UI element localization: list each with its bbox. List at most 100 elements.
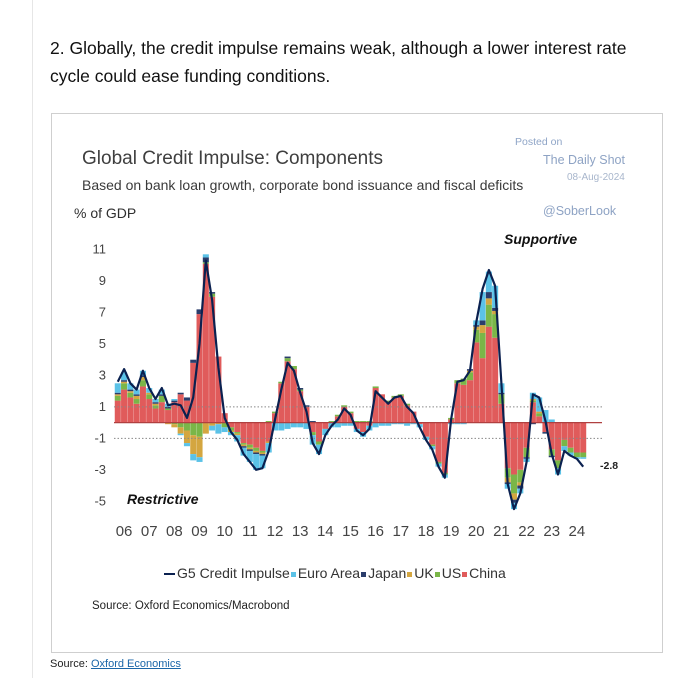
bar-japan [196, 309, 203, 315]
bar-japan [114, 392, 121, 395]
bar-china [492, 337, 499, 423]
bar-japan [152, 402, 159, 404]
legend-item-japan: Japan [360, 565, 406, 581]
legend-label-china: China [469, 565, 506, 581]
bar-china [253, 422, 260, 448]
bar-euro-area [221, 427, 228, 433]
bar-euro-area [253, 454, 260, 470]
bar-china [284, 361, 291, 423]
post-heading: 2. Globally, the credit impulse remains … [50, 38, 627, 86]
bar-japan [253, 452, 260, 455]
bar-japan [121, 380, 128, 382]
bar-euro-area [460, 422, 467, 425]
chart-legend: G5 Credit Impulse Euro Area Japan UK US China [164, 565, 506, 581]
bar-us [466, 372, 474, 381]
bar-china [573, 422, 580, 453]
bar-us [171, 422, 178, 425]
bar-euro-area [385, 422, 392, 426]
legend-swatch-japan [361, 571, 367, 577]
bar-us [353, 421, 360, 423]
chart-subtitle: Based on bank loan growth, corporate bon… [82, 177, 524, 193]
bar-japan [309, 421, 316, 423]
bar-china [454, 383, 461, 423]
page-left-rule [32, 0, 33, 678]
chart-title: Global Credit Impulse: Components [82, 148, 383, 169]
y-tick-label: 7 [99, 305, 106, 320]
bar-uk [152, 403, 159, 406]
bar-china [391, 397, 398, 423]
bar-japan [139, 375, 146, 378]
y-tick-label: 11 [93, 242, 107, 257]
bar-uk [165, 422, 172, 425]
bar-euro-area [567, 452, 574, 456]
bar-china [416, 422, 423, 425]
bar-japan [209, 292, 216, 294]
oxford-economics-link[interactable]: Oxford Economics [90, 658, 181, 670]
bar-china [196, 314, 203, 423]
x-tick-label: 21 [493, 523, 510, 540]
x-tick-label: 17 [392, 523, 409, 540]
x-tick-label: 13 [292, 523, 309, 540]
bar-japan [190, 359, 197, 363]
bar-euro-area [404, 422, 411, 426]
bar-us [265, 421, 272, 423]
bar-euro-area [485, 271, 492, 293]
bar-china [278, 383, 285, 423]
bar-us [158, 395, 165, 403]
bar-us [328, 421, 335, 423]
bar-japan [517, 485, 524, 489]
bar-us [573, 452, 580, 458]
bar-euro-area [542, 410, 549, 423]
bar-us [146, 394, 153, 400]
bar-china [234, 422, 241, 433]
bar-us [284, 358, 291, 362]
bar-us [234, 432, 241, 434]
bar-us [479, 332, 486, 359]
bar-us [485, 304, 492, 327]
bar-us [492, 314, 499, 338]
legend-item-uk: UK [406, 565, 434, 581]
bar-us [278, 381, 285, 384]
bar-china [529, 402, 536, 423]
bar-euro-area [397, 422, 404, 425]
bar-euro-area [284, 422, 291, 429]
bar-us [366, 421, 373, 423]
bar-euro-area [177, 433, 184, 436]
bar-us [510, 474, 518, 494]
bar-uk [171, 424, 178, 428]
legend-item-euro-area: Euro Area [290, 565, 360, 581]
bar-euro-area [290, 422, 297, 428]
bar-euro-area [215, 424, 222, 434]
bar-japan [259, 454, 266, 456]
x-tick-label: 16 [367, 523, 384, 540]
bar-us [127, 392, 134, 398]
y-tick-label: 5 [99, 336, 106, 351]
bar-euro-area [121, 372, 128, 381]
bar-uk [190, 435, 197, 455]
bar-uk [114, 394, 121, 396]
bar-china [561, 422, 568, 440]
legend-label-uk: UK [414, 565, 434, 581]
bar-china [152, 408, 159, 423]
bar-china [466, 380, 474, 423]
bar-uk [492, 310, 499, 315]
bar-euro-area [190, 454, 197, 461]
bar-us [152, 405, 159, 409]
x-tick-label: 20 [468, 523, 485, 540]
bar-euro-area [127, 383, 134, 390]
legend-swatch-uk [407, 571, 413, 577]
bar-us [114, 395, 121, 401]
x-tick-label: 08 [166, 523, 183, 540]
bar-uk [234, 433, 241, 436]
bar-euro-area [316, 444, 323, 455]
bar-uk [253, 450, 260, 453]
bar-china [290, 369, 297, 423]
bar-china [121, 389, 128, 423]
bar-china [259, 422, 266, 451]
bar-japan [303, 405, 310, 407]
bar-china [410, 411, 417, 423]
watermark-date: 08-Aug-2024 [567, 172, 625, 183]
bar-uk [259, 452, 266, 455]
bar-uk [146, 392, 153, 395]
legend-label-total: G5 Credit Impulse [177, 565, 290, 581]
